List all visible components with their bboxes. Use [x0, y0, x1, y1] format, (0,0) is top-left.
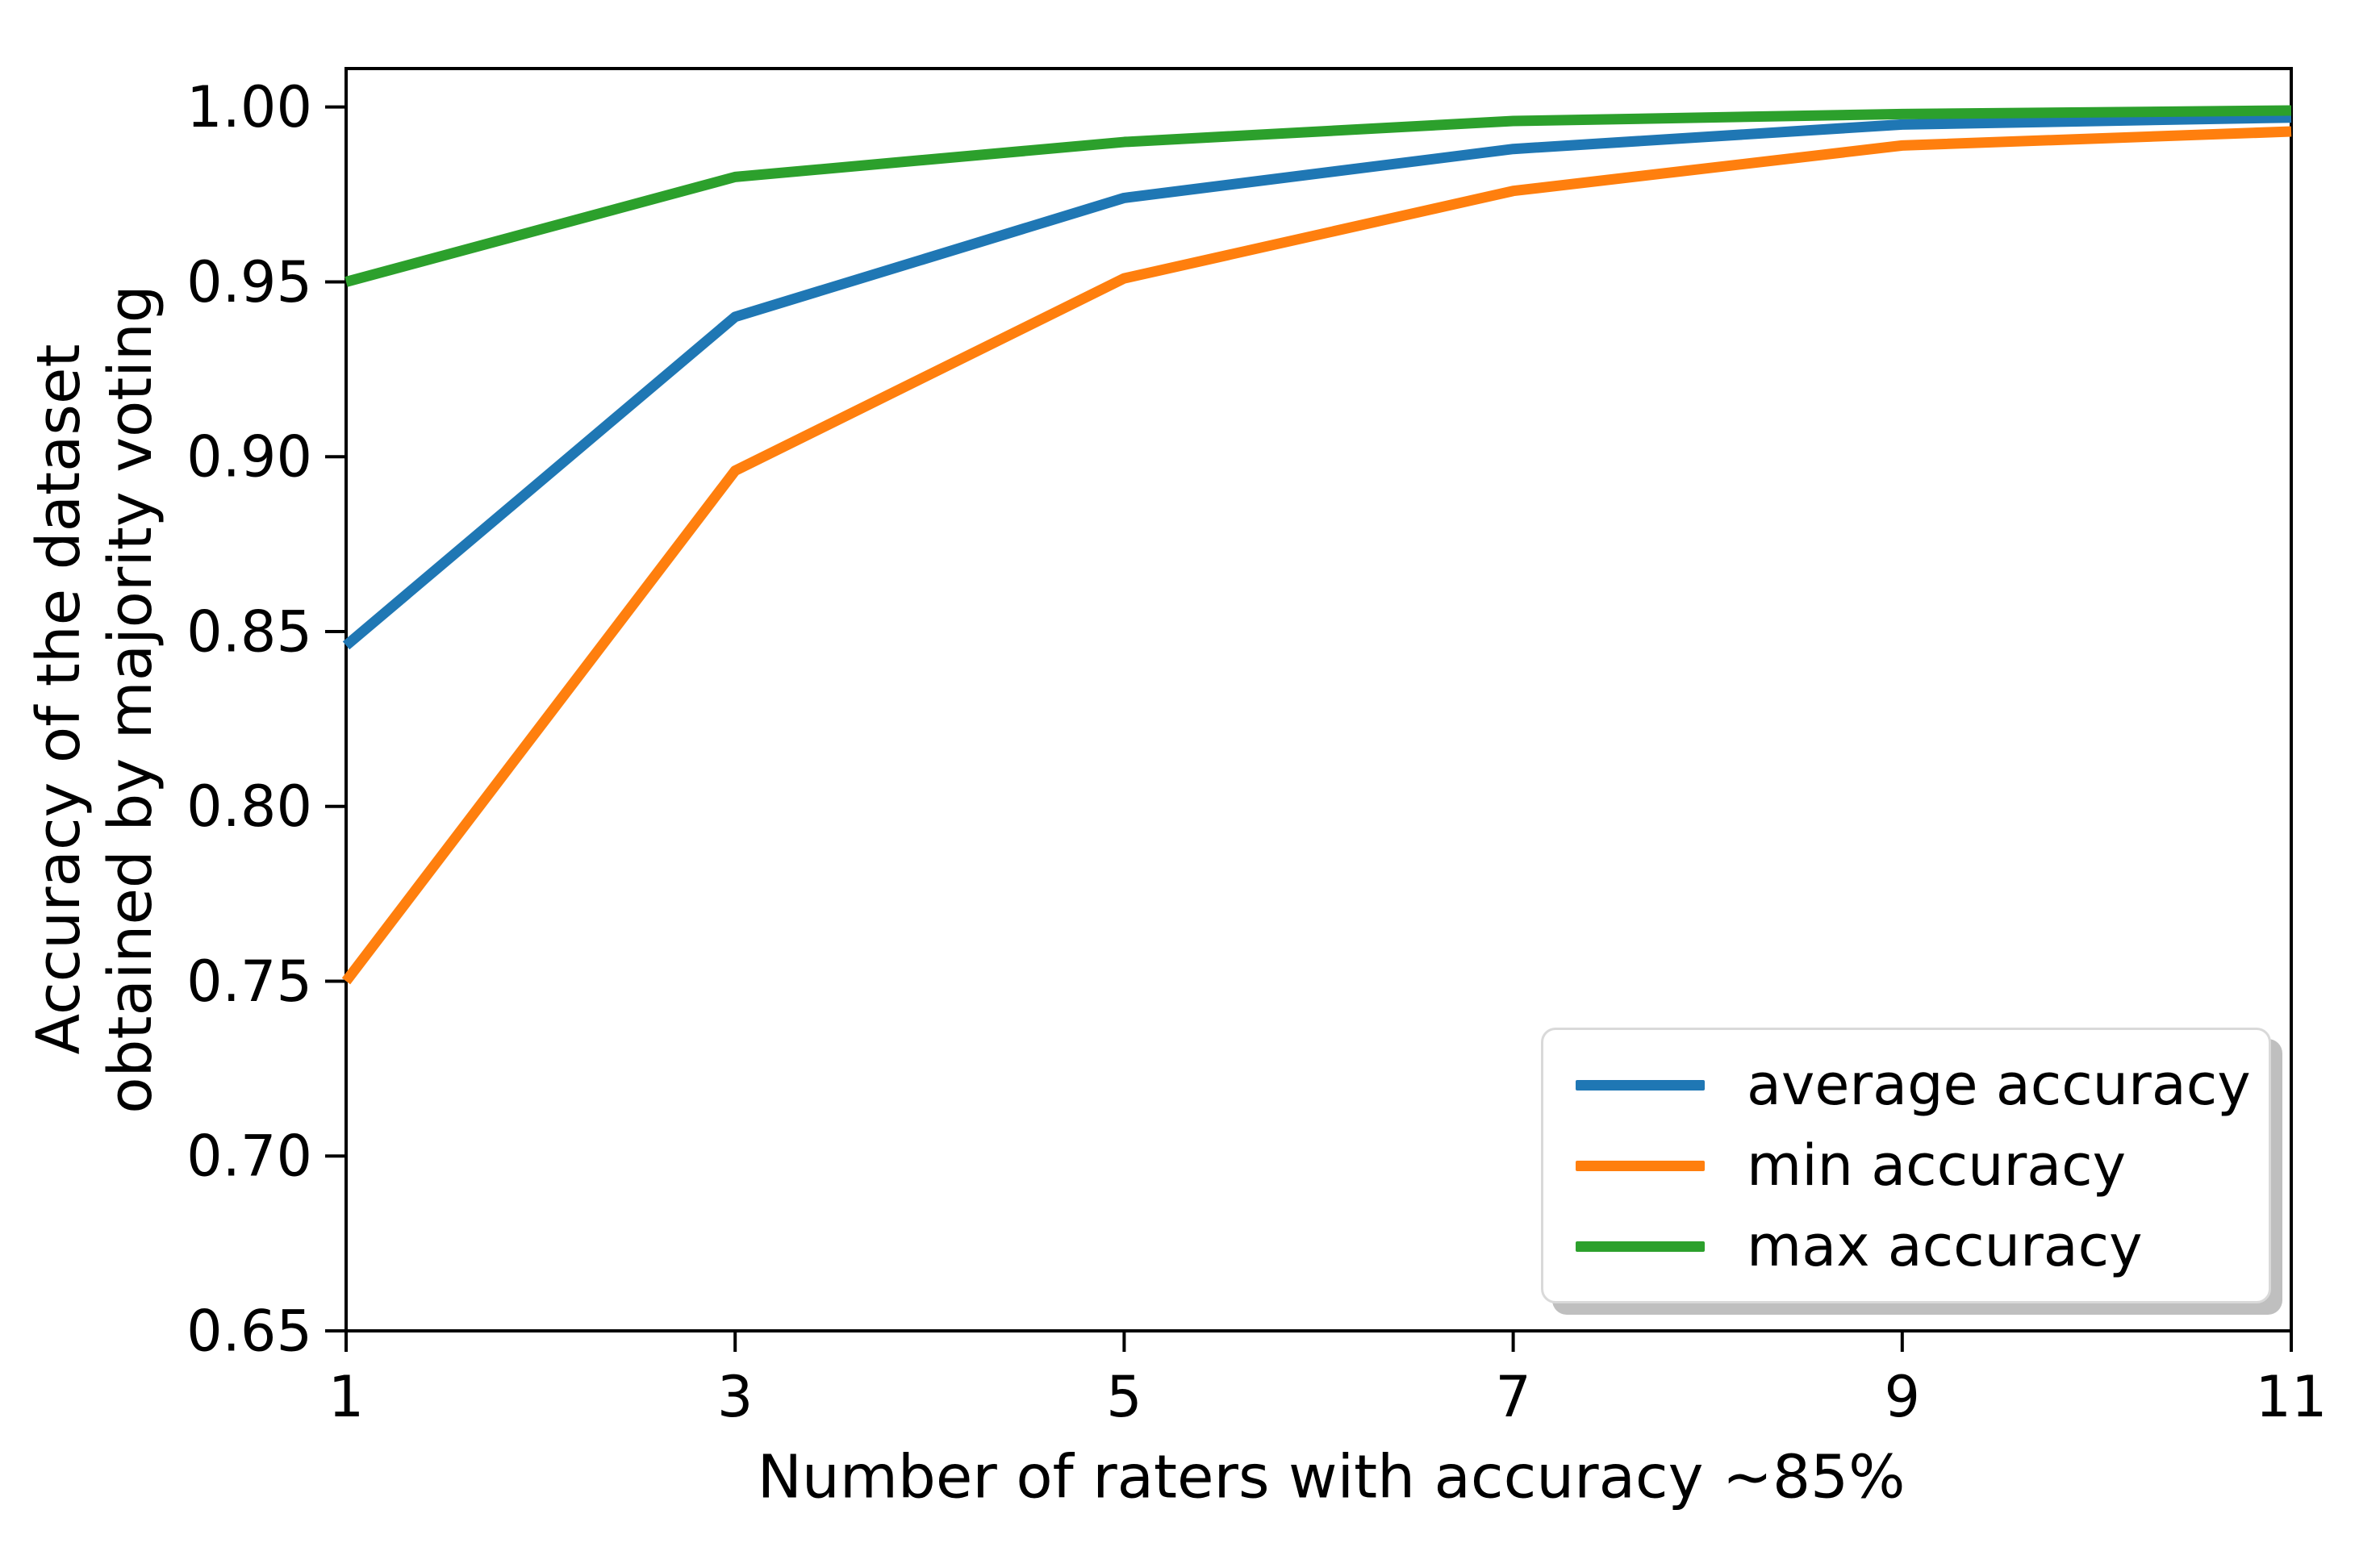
x-tick-label: 7 [1495, 1364, 1531, 1430]
y-tick-label: 1.00 [186, 74, 312, 140]
series-line-min-accuracy [341, 126, 2292, 985]
series-line-max-accuracy [344, 105, 2292, 287]
y-tick-label: 0.70 [186, 1124, 312, 1190]
legend-item: average accuracy [1576, 1052, 2251, 1118]
legend: average accuracy min accuracy max accuracy [1541, 1028, 2271, 1303]
legend-label: max accuracy [1747, 1213, 2143, 1279]
x-tick-label: 11 [2255, 1364, 2327, 1430]
axes-spines [344, 67, 2293, 1332]
x-axis-label: Number of raters with accuracy ~85% [757, 1442, 1906, 1512]
legend-swatch [1576, 1160, 1705, 1171]
y-tick-label: 0.80 [186, 774, 312, 840]
legend-swatch [1576, 1241, 1705, 1252]
x-tick-label: 5 [1106, 1364, 1142, 1430]
y-tick-label: 0.85 [186, 598, 312, 665]
legend-label: average accuracy [1747, 1052, 2251, 1118]
x-tick-label: 9 [1885, 1364, 1921, 1430]
x-tick-label: 1 [328, 1364, 365, 1430]
series-line-average-accuracy [342, 112, 2292, 650]
y-axis-label: Accuracy of the dataset obtained by majo… [24, 285, 165, 1114]
legend-item: min accuracy [1576, 1132, 2236, 1199]
y-tick-label: 0.90 [186, 424, 312, 490]
x-tick-label: 3 [717, 1364, 754, 1430]
legend-item: max accuracy [1576, 1213, 2236, 1279]
y-tick-label: 0.95 [186, 249, 312, 315]
legend-swatch [1576, 1079, 1705, 1091]
y-tick-label: 0.75 [186, 949, 312, 1015]
legend-label: min accuracy [1747, 1132, 2127, 1199]
y-tick-label: 0.65 [186, 1299, 312, 1365]
